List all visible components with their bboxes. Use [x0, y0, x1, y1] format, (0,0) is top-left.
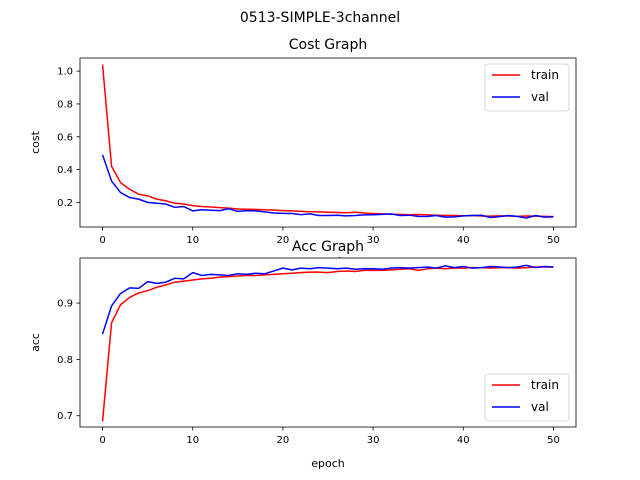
acc-legend: train val — [484, 373, 570, 422]
cost-y-ticks: 0.2 0.4 0.6 0.8 1.0 — [57, 67, 80, 209]
cost-x-tick-label: 40 — [457, 235, 470, 246]
acc-y-axis-label: acc — [29, 333, 42, 352]
cost-graph: Cost Graph 0 10 20 30 40 50 0.2 0.4 0.6 0.8 1.0 c… — [29, 37, 577, 268]
cost-x-tick-label: 20 — [277, 235, 290, 246]
cost-x-tick-label: 0 — [99, 235, 105, 246]
acc-x-ticks: 0 10 20 30 40 50 — [99, 427, 560, 446]
cost-legend: train val — [484, 63, 570, 112]
acc-y-ticks: 0.7 0.8 0.9 — [57, 299, 80, 422]
cost-x-tick-label: 30 — [367, 235, 380, 246]
cost-y-tick-label: 0.6 — [57, 132, 73, 143]
acc-graph: 0 10 20 30 40 50 0.7 0.8 0.9 Acc Graph acc epoc… — [29, 239, 577, 470]
acc-x-tick-label: 50 — [547, 435, 560, 446]
acc-legend-train-label: train — [531, 378, 559, 392]
acc-series-lines — [101, 264, 554, 422]
cost-legend-train-label: train — [531, 68, 559, 82]
acc-y-tick-label: 0.9 — [57, 299, 73, 310]
acc-x-tick-label: 20 — [277, 435, 290, 446]
cost-graph-title: Cost Graph — [289, 37, 368, 53]
cost-y-axis-label: cost — [29, 130, 42, 154]
cost-legend-val-label: val — [531, 90, 549, 104]
figure-suptitle: 0513-SIMPLE-3channel — [240, 10, 400, 26]
acc-axes-frame — [79, 257, 577, 428]
acc-x-tick-label: 40 — [457, 435, 470, 446]
cost-val-line — [101, 154, 554, 219]
cost-y-tick-label: 0.4 — [57, 165, 73, 176]
acc-x-tick-label: 30 — [367, 435, 380, 446]
cost-x-tick-label: 10 — [186, 235, 199, 246]
acc-val-line — [101, 264, 554, 335]
cost-axes-frame — [79, 57, 577, 228]
cost-y-tick-label: 0.2 — [57, 198, 73, 209]
cost-x-ticks: 0 10 20 30 40 50 — [99, 227, 560, 246]
acc-y-tick-label: 0.7 — [57, 411, 73, 422]
acc-x-axis-label: epoch — [311, 457, 345, 470]
acc-x-tick-label: 10 — [186, 435, 199, 446]
acc-y-tick-label: 0.8 — [57, 355, 73, 366]
cost-x-tick-label: 50 — [547, 235, 560, 246]
cost-y-tick-label: 0.8 — [57, 99, 73, 110]
acc-graph-title: Acc Graph — [292, 239, 364, 255]
acc-legend-val-label: val — [531, 400, 549, 414]
cost-series-lines — [101, 64, 554, 219]
cost-y-tick-label: 1.0 — [57, 67, 73, 78]
acc-x-tick-label: 0 — [99, 435, 105, 446]
